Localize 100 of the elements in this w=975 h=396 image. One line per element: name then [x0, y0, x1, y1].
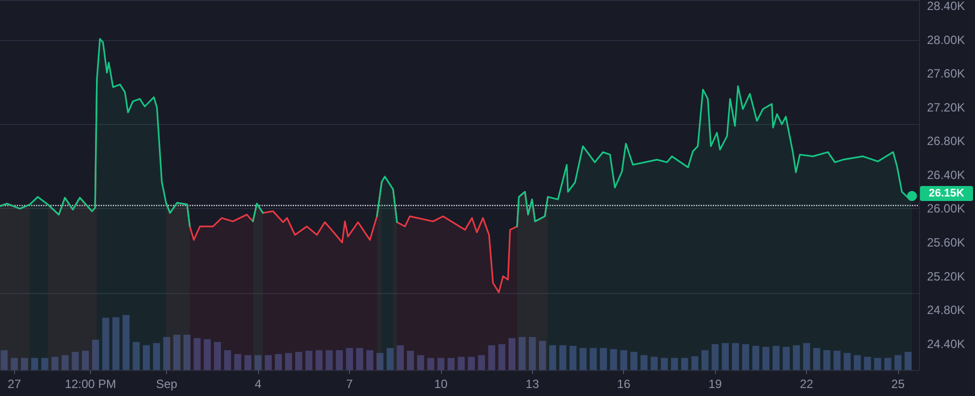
bar: [681, 358, 688, 370]
bar: [82, 350, 89, 370]
bar: [478, 355, 486, 370]
bar: [417, 355, 424, 370]
bar: [813, 348, 820, 370]
bar: [326, 350, 333, 370]
bar: [518, 337, 526, 370]
bar: [183, 334, 190, 370]
bar: [376, 352, 384, 370]
bar: [41, 358, 48, 370]
bar: [671, 358, 678, 370]
y-tick-label: 25.60K: [927, 235, 966, 250]
bar: [854, 355, 861, 370]
bar: [336, 350, 343, 370]
y-tick-label: 24.40K: [927, 336, 966, 351]
bar: [590, 348, 597, 370]
bar: [92, 340, 100, 370]
bar: [406, 350, 414, 370]
bar: [610, 349, 618, 370]
y-tick-label: 26.40K: [927, 168, 966, 182]
bar: [396, 345, 404, 370]
bar: [874, 358, 882, 370]
y-tick-label: 27.20K: [927, 100, 966, 114]
bar: [498, 344, 506, 370]
bar: [448, 358, 455, 370]
bar: [752, 346, 760, 370]
bar: [803, 343, 810, 370]
bar: [356, 348, 364, 370]
bar: [346, 348, 353, 370]
bar: [884, 358, 892, 370]
bar: [366, 350, 374, 370]
bar: [630, 352, 638, 370]
bar: [234, 354, 242, 370]
bar: [722, 343, 729, 370]
bar: [559, 345, 566, 370]
bar: [163, 337, 170, 370]
x-tick-label: 12:00 PM: [64, 377, 116, 391]
bar: [51, 356, 58, 370]
y-tick-label: 27.60K: [927, 66, 966, 81]
bar: [386, 348, 394, 370]
bar: [600, 348, 607, 370]
bar: [468, 356, 475, 370]
y-tick-label: 25.20K: [927, 269, 966, 284]
bar: [264, 355, 272, 370]
bar: [285, 352, 292, 370]
bar: [10, 358, 18, 370]
bar: [528, 337, 536, 370]
bar: [112, 317, 120, 370]
bar: [701, 350, 708, 370]
y-tick-label: 28.40K: [927, 0, 966, 13]
bar: [823, 350, 830, 370]
bar: [640, 355, 648, 370]
bar: [549, 345, 556, 370]
bar: [580, 348, 587, 370]
bar: [204, 339, 211, 370]
bar: [864, 356, 871, 370]
bar: [173, 334, 180, 370]
bar: [244, 355, 252, 370]
bar: [72, 352, 79, 370]
bar: [691, 356, 698, 370]
x-tick-label: 22: [800, 377, 814, 391]
bar: [458, 356, 465, 370]
bar: [194, 338, 201, 370]
bar: [538, 340, 546, 370]
bar: [894, 355, 902, 370]
bar: [274, 354, 282, 370]
bar: [712, 344, 719, 370]
bar: [20, 358, 28, 370]
x-tick-label: 13: [526, 377, 540, 391]
bar: [31, 358, 38, 370]
bar: [569, 346, 576, 370]
x-tick-label: 25: [891, 377, 905, 391]
bar: [508, 338, 516, 370]
x-tick-label: 16: [617, 377, 631, 391]
bar: [427, 358, 434, 370]
bar: [224, 350, 232, 370]
bar: [214, 342, 221, 370]
bar: [122, 315, 130, 370]
bar: [904, 352, 912, 370]
x-tick-label: 7: [346, 377, 354, 391]
bar: [772, 346, 780, 370]
x-tick-label: 4: [254, 377, 262, 391]
x-tick-label: 19: [708, 377, 722, 391]
x-tick-label: 10: [434, 377, 448, 391]
bar: [792, 345, 800, 370]
bar: [782, 346, 790, 370]
bar: [660, 358, 668, 370]
bar: [305, 350, 312, 370]
bar: [488, 345, 496, 370]
bar: [762, 346, 770, 370]
bar: [102, 318, 110, 370]
x-tick-label: Sep: [156, 377, 178, 391]
y-tick-label: 26.80K: [927, 134, 966, 148]
bar: [142, 345, 150, 370]
annotation: 26.15K: [928, 188, 964, 200]
bar: [0, 350, 8, 370]
bar: [742, 344, 750, 370]
bar: [650, 356, 658, 370]
bar: [254, 355, 262, 370]
bar: [295, 352, 302, 370]
